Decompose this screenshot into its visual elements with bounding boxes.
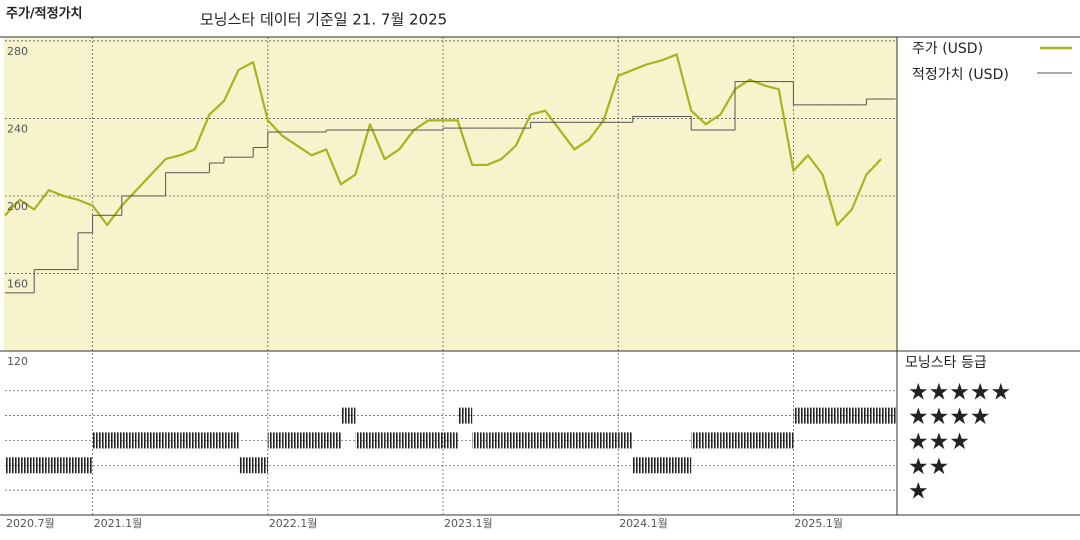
y-tick-label: ★★★★★ (908, 379, 1011, 405)
rating-bar (78, 457, 93, 474)
rating-bar (355, 432, 370, 449)
y-tick-label: ★ (908, 479, 929, 505)
rating-bar (48, 457, 64, 474)
rating-bar (63, 457, 78, 474)
rating-bar (34, 457, 49, 474)
rating-bar (764, 432, 779, 449)
rating-bar (340, 407, 356, 424)
rating-bar (121, 432, 137, 449)
rating-bar (866, 407, 881, 424)
rating-bar (530, 432, 546, 449)
y-tick-label: 280 (7, 45, 28, 58)
rating-bar (472, 432, 487, 449)
rating-bar (691, 432, 706, 449)
rating-bar (720, 432, 735, 449)
rating-bar (326, 432, 341, 449)
rating-bar (238, 457, 254, 474)
rating-bar (224, 432, 239, 449)
y-tick-label: 200 (7, 200, 28, 213)
x-tick-label: 2024.1월 (619, 517, 668, 530)
rating-bar (808, 407, 823, 424)
rating-bar (399, 432, 414, 449)
rating-bar (267, 432, 283, 449)
x-tick-label: 2020.7월 (6, 517, 55, 530)
rating-bar (209, 432, 224, 449)
rating-bar (413, 432, 429, 449)
rating-bar (516, 432, 531, 449)
legend-label: 주가 (USD) (912, 41, 983, 57)
rating-bar (253, 457, 268, 474)
rating-bar (632, 457, 648, 474)
rating-bar (793, 407, 808, 424)
chart-subtitle: 모닝스타 데이터 기준일 21. 7월 2025 (200, 11, 447, 29)
y-tick-label: ★★★★ (908, 404, 990, 430)
rating-bar (501, 432, 516, 449)
rating-bar (589, 432, 604, 449)
y-tick-label: 120 (7, 355, 28, 368)
rating-bar (851, 407, 867, 424)
rating-bar (370, 432, 385, 449)
x-tick-label: 2023.1월 (444, 517, 493, 530)
rating-bar (151, 432, 166, 449)
rating-bar (705, 432, 721, 449)
rating-bar (545, 432, 560, 449)
rating-bar (194, 432, 210, 449)
x-tick-label: 2021.1월 (94, 517, 143, 530)
x-tick-label: 2025.1월 (794, 517, 843, 530)
rating-bar (735, 432, 750, 449)
rating-bar (165, 432, 181, 449)
rating-bar (180, 432, 195, 449)
rating-bar (559, 432, 575, 449)
rating-bar (676, 457, 692, 474)
rating-bar (749, 432, 765, 449)
rating-bar (136, 432, 151, 449)
panel-title: 모닝스타 등급 (905, 355, 987, 371)
rating-bar (384, 432, 400, 449)
rating-bar (574, 432, 589, 449)
y-tick-label: 240 (7, 122, 28, 135)
rating-bar (5, 457, 20, 474)
rating-bar (778, 432, 794, 449)
rating-bar (282, 432, 297, 449)
rating-bar (618, 432, 633, 449)
rating-bar (486, 432, 502, 449)
rating-bar (881, 407, 896, 424)
rating-bar (822, 407, 838, 424)
y-tick-label: ★★★ (908, 429, 970, 455)
y-tick-label: ★★ (908, 454, 949, 480)
rating-bar (428, 432, 443, 449)
rating-bar (837, 407, 852, 424)
rating-bar (443, 432, 458, 449)
rating-bar (457, 407, 473, 424)
chart-title: 주가/적정가치 (6, 6, 83, 22)
rating-bar (297, 432, 312, 449)
rating-bar (107, 432, 122, 449)
x-tick-label: 2022.1월 (269, 517, 318, 530)
legend-label: 적정가치 (USD) (912, 67, 1009, 83)
rating-bar (311, 432, 327, 449)
rating-bar (19, 457, 35, 474)
plot-background (4, 37, 897, 351)
rating-bar (92, 432, 108, 449)
y-tick-label: 160 (7, 277, 28, 290)
rating-bar (603, 432, 619, 449)
rating-bar (662, 457, 677, 474)
rating-bar (647, 457, 662, 474)
